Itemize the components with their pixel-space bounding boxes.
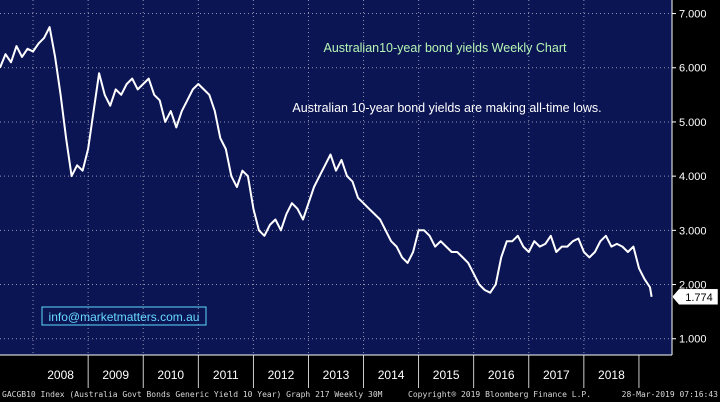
x-tick-label: 2014 [378, 368, 405, 382]
series-line [0, 26, 653, 297]
last-value-marker: 1.774 [671, 288, 719, 306]
footer-timestamp: 28-Mar-2019 07:16:43 [621, 390, 718, 399]
x-tick-label: 2018 [598, 368, 625, 382]
y-tick-label: 6.000 [679, 63, 707, 75]
x-tick-label: 2017 [543, 368, 570, 382]
footer-index-description: GACGB10 Index (Australia Govt Bonds Gene… [2, 390, 383, 399]
x-tick-label: 2011 [213, 368, 239, 382]
status-footer: GACGB10 Index (Australia Govt Bonds Gene… [0, 388, 720, 402]
y-tick-label: 7.000 [679, 9, 707, 21]
x-axis: 2008 2009 2010 2011 2012 2013 2014 2015 2016 2017… [0, 354, 672, 388]
last-value-label: 1.774 [685, 292, 713, 304]
watermark-text: info@marketmatters.com.au [49, 310, 200, 324]
x-tick-label: 2010 [157, 368, 184, 382]
y-tick-label: 1.000 [679, 334, 707, 346]
bond-yield-chart: 2008 2009 2010 2011 2012 2013 2014 2015 2016 2017… [0, 0, 720, 388]
x-axis-panel [0, 355, 720, 388]
watermark-box [41, 306, 207, 326]
y-tick-label: 5.000 [679, 117, 707, 129]
last-value-tag [671, 288, 719, 306]
x-tick-label: 2009 [102, 368, 129, 382]
x-tick-label: 2008 [47, 368, 74, 382]
y-tick-label: 3.000 [679, 225, 707, 237]
chart-title: Australian10-year bond yields Weekly Cha… [324, 41, 567, 55]
x-tick-label: 2015 [433, 368, 460, 382]
x-tick-label: 2016 [488, 368, 515, 382]
plot-background [0, 0, 672, 355]
y-tick-label: 4.000 [679, 171, 707, 183]
x-tick-label: 2013 [323, 368, 350, 382]
chart-annotation: Australian 10-year bond yields are makin… [292, 101, 601, 115]
footer-copyright: Copyright® 2019 Bloomberg Finance L.P. [408, 390, 592, 399]
x-tick-label: 2012 [268, 368, 295, 382]
grid-lines [0, 0, 672, 355]
